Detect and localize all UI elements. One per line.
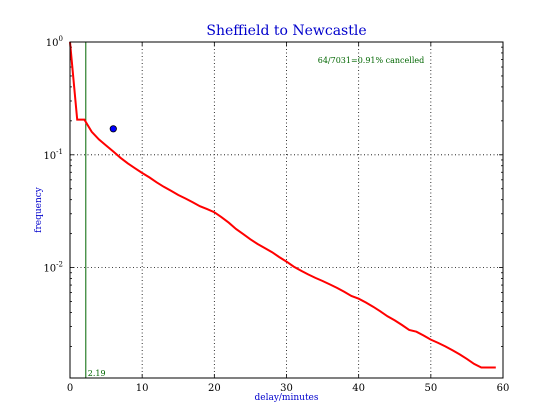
- x-tick-label: 40: [352, 383, 365, 394]
- mean-delay-label: 2.19: [88, 369, 106, 378]
- y-tick-label: 10-1: [43, 148, 63, 162]
- series-line: [69, 41, 496, 369]
- grid: [70, 42, 503, 378]
- plot-content: [69, 41, 496, 378]
- x-tick-label: 0: [67, 383, 73, 394]
- y-tick-label: 10-2: [43, 261, 63, 275]
- x-tick-label: 10: [136, 383, 149, 394]
- x-tick-label: 50: [424, 383, 437, 394]
- y-tick-label: 100: [46, 35, 63, 49]
- x-tick-label: 20: [208, 383, 221, 394]
- cancelled-annotation: 64/7031=0.91% cancelled: [318, 56, 424, 65]
- x-tick-label: 30: [280, 383, 293, 394]
- x-tick-labels: 0 10 20 30 40 50 60: [67, 383, 510, 394]
- plot-frame: [69, 41, 504, 379]
- x-axis-label: delay/minutes: [254, 393, 318, 403]
- y-tick-labels: 100 10-1 10-2: [43, 35, 63, 275]
- chart-title: Sheffield to Newcastle: [206, 23, 366, 39]
- x-tick-label: 60: [497, 383, 510, 394]
- y-axis-label: frequency: [34, 186, 44, 233]
- marker-point: [109, 125, 117, 133]
